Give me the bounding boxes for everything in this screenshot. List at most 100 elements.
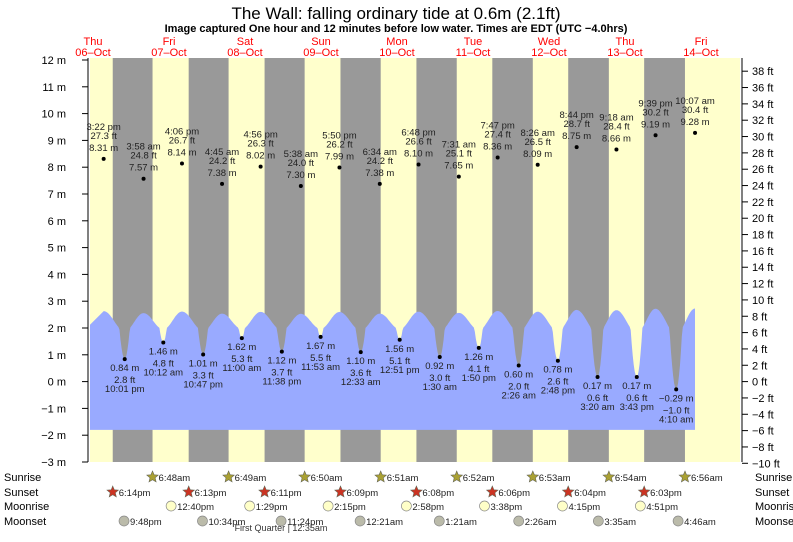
high-tide-ft: 24.2 ft: [209, 156, 236, 167]
moonset-row-label-left: Moonset: [4, 516, 46, 528]
moonrise-time: 3:38pm: [491, 502, 523, 513]
low-tide-dot: [161, 340, 166, 345]
moonset-time: 10:34pm: [208, 517, 245, 528]
high-tide-m: 8.75 m: [562, 131, 591, 142]
high-tide-m: 7.65 m: [444, 161, 473, 172]
day-date: 09–Oct: [303, 47, 338, 59]
high-tide-ft: 25.1 ft: [446, 149, 473, 160]
high-tide-ft: 24.0 ft: [288, 158, 315, 169]
sunrise-time: 6:56am: [691, 473, 723, 484]
sunset-time: 6:08pm: [422, 488, 454, 499]
high-tide-time: 7:47 pm: [480, 121, 514, 132]
high-tide-time: 9:39 pm: [638, 98, 672, 109]
sunset-row-label-right: Sunset: [755, 487, 789, 499]
right-tick-label: 22 ft: [752, 197, 773, 209]
left-tick-label: −3 m: [41, 457, 66, 469]
low-tide-time: 3:20 am: [580, 402, 614, 413]
low-tide-m: 0.78 m: [543, 365, 572, 376]
high-tide-dot: [653, 133, 658, 138]
high-tide-ft: 24.8 ft: [130, 151, 157, 162]
moonset-moon-icon: [275, 515, 287, 527]
high-tide-m: 7.38 m: [208, 168, 237, 179]
high-tide-ft: 30.4 ft: [682, 105, 709, 116]
low-tide-time: 10:47 pm: [183, 380, 223, 391]
low-tide-m: 1.12 m: [267, 356, 296, 367]
sunrise-star-icon: [450, 470, 464, 483]
sunset-time: 6:13pm: [195, 488, 227, 499]
moonset-moon-icon: [197, 515, 208, 527]
high-tide-dot: [101, 156, 106, 161]
low-tide-m: 1.01 m: [189, 359, 218, 370]
right-tick-label: 14 ft: [752, 262, 773, 274]
high-tide-time: 6:34 am: [363, 147, 397, 158]
day-name: Fri: [163, 36, 176, 48]
sunset-star-icon: [334, 485, 347, 498]
high-tide-time: 8:26 am: [521, 128, 555, 139]
moonset-moon-icon: [513, 515, 525, 527]
right-tick-label: 16 ft: [752, 246, 773, 258]
moonrise-moon-icon: [401, 500, 412, 512]
moonset-moon-icon: [118, 515, 130, 527]
moonset-time: 2:26am: [525, 517, 557, 528]
high-tide-dot: [614, 147, 619, 152]
sunset-star-icon: [409, 485, 423, 498]
right-tick-label: 6 ft: [752, 328, 767, 340]
sunrise-time: 6:54am: [615, 473, 647, 484]
sunrise-row-label-right: Sunrise: [755, 472, 792, 484]
moonset-time: 9:48pm: [130, 517, 162, 528]
left-tick-label: 6 m: [48, 216, 66, 228]
low-tide-dot: [239, 336, 244, 341]
high-tide-m: 7.57 m: [129, 163, 158, 174]
low-tide-ft: 2.6 ft: [547, 377, 568, 388]
high-tide-time: 4:45 am: [205, 147, 239, 158]
moonset-time: 3:35am: [604, 517, 636, 528]
moonrise-row-label-left: Moonrise: [4, 501, 49, 513]
left-tick-label: 8 m: [48, 162, 66, 174]
moonrise-moon-icon: [244, 500, 256, 512]
low-tide-dot: [397, 337, 402, 342]
moonset-moon-icon: [592, 515, 604, 527]
sunrise-star-icon: [374, 470, 388, 483]
low-tide-ft: 3.3 ft: [193, 371, 214, 382]
low-tide-time: 12:51 pm: [380, 365, 420, 376]
right-tick-label: 24 ft: [752, 181, 773, 193]
right-tick-label: 28 ft: [752, 148, 773, 160]
high-tide-time: 3:58 am: [126, 142, 160, 153]
right-tick-label: −6 ft: [752, 426, 774, 438]
high-tide-ft: 26.2 ft: [326, 139, 353, 150]
high-tide-m: 8.09 m: [523, 149, 552, 160]
moonset-time: 4:46am: [684, 517, 716, 528]
left-tick-label: −2 m: [41, 430, 66, 442]
day-name: Sat: [237, 36, 254, 48]
sunset-row-label-left: Sunset: [4, 487, 38, 499]
low-tide-ft: 3.0 ft: [429, 373, 450, 384]
moonrise-time: 2:15pm: [334, 502, 366, 513]
high-tide-dot: [535, 162, 540, 167]
low-tide-m: 1.46 m: [149, 346, 178, 357]
low-tide-ft: 0.6 ft: [626, 393, 647, 404]
day-name: Fri: [695, 36, 708, 48]
high-tide-ft: 26.3 ft: [247, 139, 274, 150]
low-tide-m: 0.60 m: [504, 370, 533, 381]
high-tide-dot: [179, 161, 184, 166]
day-date: 12–Oct: [531, 47, 566, 59]
moonset-time: 1:21am: [445, 517, 477, 528]
low-tide-dot: [595, 375, 600, 380]
right-tick-label: 0 ft: [752, 377, 767, 389]
low-tide-dot: [318, 334, 323, 339]
moonset-time: 11:24pm: [287, 517, 323, 528]
high-tide-time: 5:38 am: [284, 149, 318, 160]
high-tide-dot: [456, 174, 461, 179]
high-tide-time: 4:56 pm: [243, 130, 277, 141]
high-tide-m: 8.36 m: [483, 142, 512, 153]
low-tide-ft: 0.6 ft: [587, 393, 608, 404]
right-tick-label: −10 ft: [752, 458, 780, 470]
right-tick-label: 34 ft: [752, 99, 773, 111]
low-tide-ft: 3.6 ft: [350, 368, 371, 379]
low-tide-ft: 5.5 ft: [310, 353, 331, 364]
day-name: Thu: [616, 36, 635, 48]
low-tide-m: −0.29 m: [659, 393, 694, 404]
low-tide-time: 2:48 pm: [541, 386, 575, 397]
sunrise-row-label-left: Sunrise: [4, 472, 41, 484]
